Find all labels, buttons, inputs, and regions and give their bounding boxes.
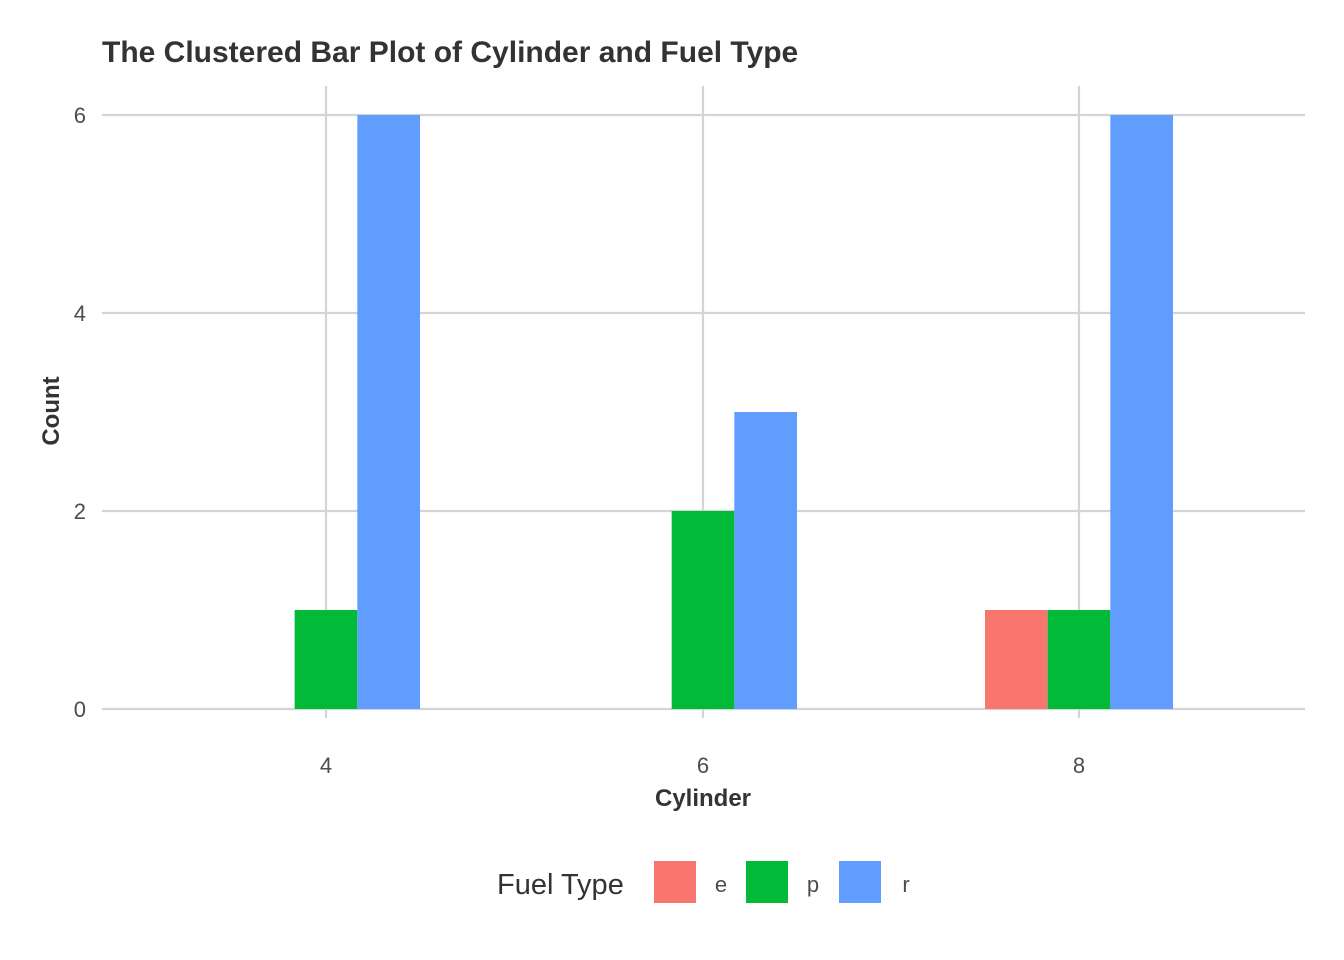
- x-axis-title: Cylinder: [655, 785, 751, 812]
- y-tick-label: 2: [74, 499, 86, 524]
- y-tick-label: 4: [74, 301, 86, 326]
- bar-e-cyl-8: [985, 610, 1048, 709]
- bar-r-cyl-8: [1110, 115, 1173, 709]
- bar-p-cyl-6: [671, 511, 735, 709]
- x-tick-label: 6: [697, 753, 709, 778]
- x-tick-label: 4: [320, 753, 332, 778]
- legend-key-p: [746, 861, 788, 903]
- chart-title: The Clustered Bar Plot of Cylinder and F…: [102, 36, 798, 69]
- legend-label-r: r: [902, 872, 909, 897]
- legend-label-e: e: [715, 872, 727, 897]
- x-tick-label: 8: [1073, 753, 1085, 778]
- legend-title: Fuel Type: [497, 869, 624, 901]
- bar-r-cyl-6: [734, 412, 797, 709]
- legend: Fuel Type e p r: [497, 861, 910, 903]
- bar-p-cyl-4: [294, 610, 358, 709]
- y-axis-title: Count: [38, 376, 65, 445]
- legend-key-e: [654, 861, 696, 903]
- x-tick-labels: 4 6 8: [320, 753, 1085, 778]
- y-tick-label: 0: [74, 697, 86, 722]
- y-tick-labels: 0 2 4 6: [74, 103, 86, 722]
- legend-label-p: p: [807, 872, 819, 897]
- legend-key-r: [839, 861, 881, 903]
- bar-r-cyl-4: [357, 115, 420, 709]
- bars: [294, 115, 1173, 709]
- bar-p-cyl-8: [1047, 610, 1111, 709]
- y-tick-label: 6: [74, 103, 86, 128]
